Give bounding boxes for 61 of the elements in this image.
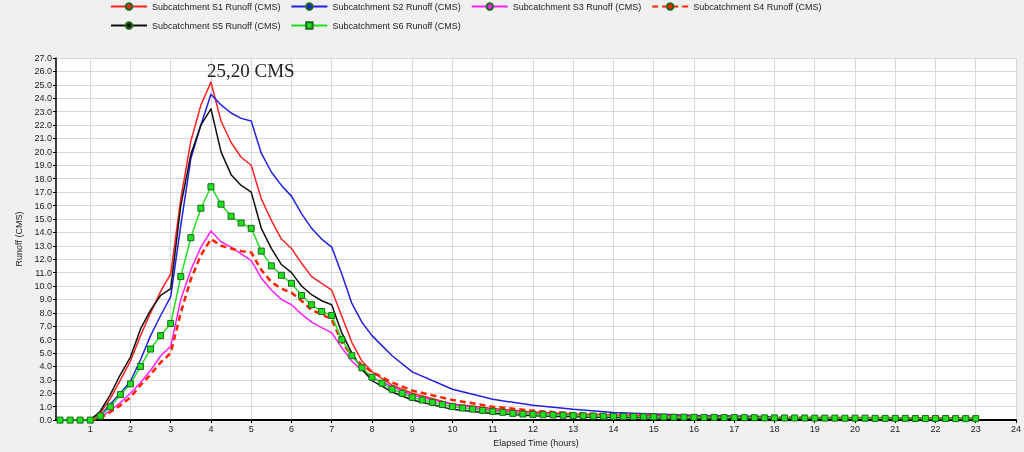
x-tick-label: 7 bbox=[329, 423, 335, 434]
x-tick-label: 14 bbox=[608, 423, 619, 434]
y-tick-label: 23.0 bbox=[34, 106, 52, 117]
y-tick-label: 10.0 bbox=[34, 280, 52, 291]
y-tick-label: 27.0 bbox=[34, 53, 52, 63]
x-tick-label: 4 bbox=[208, 423, 214, 434]
y-tick-label: 11.0 bbox=[35, 267, 52, 278]
legend-label: Subcatchment S5 Runoff (CMS) bbox=[152, 20, 281, 31]
annotation: 25,20 CMS bbox=[206, 60, 295, 82]
x-tick-label: 6 bbox=[288, 423, 294, 434]
x-tick-label: 22 bbox=[930, 423, 941, 434]
x-tick-label: 24 bbox=[1010, 423, 1021, 434]
x-tick-label: 8 bbox=[369, 423, 375, 434]
x-tick-label: 12 bbox=[527, 423, 538, 434]
x-tick-label: 10 bbox=[447, 423, 458, 434]
x-tick-label: 23 bbox=[970, 423, 981, 434]
x-tick-label: 19 bbox=[809, 423, 820, 434]
y-tick-label: 26.0 bbox=[34, 66, 52, 77]
x-tick-label: 2 bbox=[127, 423, 133, 434]
x-tick-label: 17 bbox=[729, 423, 740, 434]
y-tick-label: 3.0 bbox=[39, 374, 52, 385]
x-tick-label: 15 bbox=[648, 423, 659, 434]
y-tick-label: 18.0 bbox=[34, 173, 52, 184]
y-tick-label: 14.0 bbox=[34, 227, 52, 238]
legend-label: Subcatchment S1 Runoff (CMS) bbox=[152, 1, 281, 12]
x-tick-label: 18 bbox=[769, 423, 780, 434]
x-axis-title: Elapsed Time (hours) bbox=[493, 437, 579, 448]
x-tick-label: 1 bbox=[87, 423, 93, 434]
x-tick-label: 11 bbox=[488, 423, 498, 434]
x-tick-label: 13 bbox=[568, 423, 579, 434]
legend-label: Subcatchment S4 Runoff (CMS) bbox=[693, 1, 822, 12]
y-tick-label: 6.0 bbox=[39, 334, 52, 345]
y-tick-label: 2.0 bbox=[39, 388, 52, 399]
legend-label: Subcatchment S3 Runoff (CMS) bbox=[512, 1, 642, 12]
x-tick-label: 20 bbox=[849, 423, 860, 434]
x-tick-label: 5 bbox=[248, 423, 254, 434]
y-tick-label: 15.0 bbox=[34, 213, 52, 224]
y-tick-label: 13.0 bbox=[34, 240, 52, 251]
x-tick-label: 16 bbox=[688, 423, 699, 434]
y-tick-label: 16.0 bbox=[34, 200, 52, 211]
y-tick-label: 24.0 bbox=[34, 93, 52, 104]
y-tick-label: 7.0 bbox=[39, 321, 52, 332]
x-tick-label: 21 bbox=[890, 423, 901, 434]
y-tick-label: 9.0 bbox=[39, 294, 52, 305]
legend-label: Subcatchment S6 Runoff (CMS) bbox=[332, 20, 461, 31]
y-tick-label: 0.0 bbox=[39, 415, 52, 426]
y-tick-label: 5.0 bbox=[39, 348, 52, 359]
y-tick-label: 25.0 bbox=[34, 79, 52, 90]
y-tick-label: 1.0 bbox=[39, 401, 52, 412]
x-tick-label: 3 bbox=[168, 423, 174, 434]
x-tick-label: 9 bbox=[409, 423, 415, 434]
y-tick-label: 22.0 bbox=[34, 120, 52, 131]
y-tick-label: 21.0 bbox=[34, 133, 52, 144]
y-tick-label: 20.0 bbox=[34, 146, 52, 157]
y-axis-title: Runoff (CMS) bbox=[14, 211, 25, 267]
y-tick-label: 4.0 bbox=[39, 361, 52, 372]
y-tick-label: 19.0 bbox=[34, 160, 52, 171]
legend-label: Subcatchment S2 Runoff (CMS) bbox=[332, 1, 461, 12]
y-tick-label: 12.0 bbox=[34, 254, 52, 265]
y-tick-label: 17.0 bbox=[34, 187, 52, 198]
y-tick-label: 8.0 bbox=[39, 307, 52, 318]
